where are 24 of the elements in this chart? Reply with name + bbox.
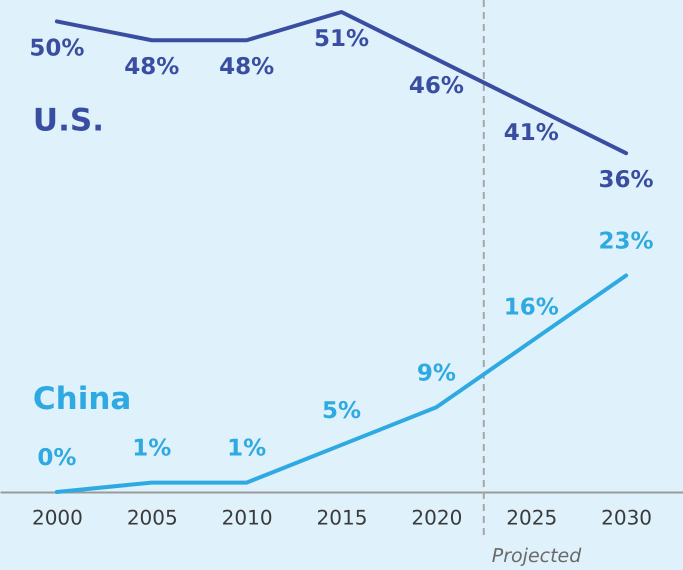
x-tick-label: 2030 xyxy=(601,506,652,530)
data-label: 9% xyxy=(416,360,456,386)
data-label: 48% xyxy=(124,54,180,80)
data-label: 16% xyxy=(504,294,559,320)
data-label: 1% xyxy=(132,436,172,462)
x-tick-label: 2005 xyxy=(126,506,178,530)
text: U.S. xyxy=(32,102,104,138)
x-tick-label: 2025 xyxy=(506,506,558,530)
data-label: 36% xyxy=(598,167,654,194)
data-label: 23% xyxy=(598,228,654,255)
text: China xyxy=(32,381,132,417)
ref-line-label: Projected xyxy=(492,545,582,567)
x-tick-label: 2020 xyxy=(411,506,462,530)
data-label: 46% xyxy=(408,73,464,100)
data-label: 0% xyxy=(37,445,76,471)
data-label: 1% xyxy=(227,436,266,462)
data-label: 5% xyxy=(322,398,362,424)
data-label: 41% xyxy=(504,120,559,146)
data-label: 51% xyxy=(314,26,370,52)
data-label: 48% xyxy=(219,54,274,80)
x-tick-label: 2000 xyxy=(32,506,83,530)
x-tick-label: 2015 xyxy=(316,506,368,530)
data-label: 50% xyxy=(29,35,84,62)
x-tick-label: 2010 xyxy=(222,506,273,530)
